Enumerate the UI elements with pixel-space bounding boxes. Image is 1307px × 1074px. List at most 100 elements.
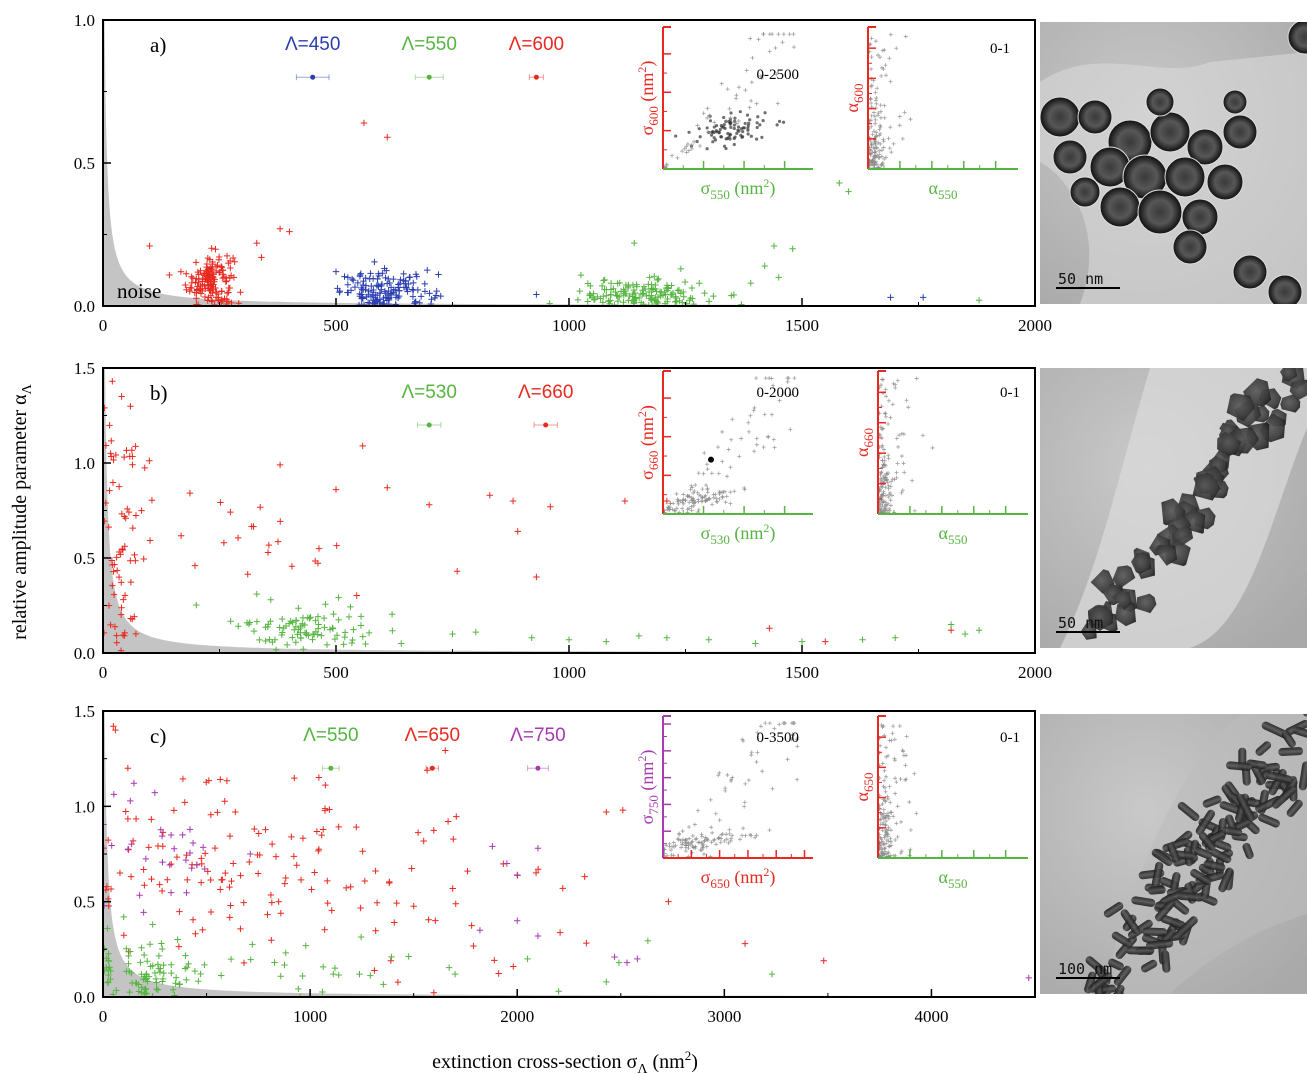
data-point xyxy=(151,789,159,796)
data-point xyxy=(607,291,614,299)
inset-point xyxy=(723,788,728,793)
inset-point xyxy=(770,786,775,791)
data-point xyxy=(112,726,119,734)
inset-point xyxy=(708,119,713,123)
data-point xyxy=(120,453,128,461)
inset-point xyxy=(705,836,710,841)
inset-point xyxy=(767,376,772,381)
data-point xyxy=(218,296,225,303)
data-point xyxy=(491,957,498,964)
inset-point xyxy=(704,462,709,467)
inset-x-label: σ530 (nm2) xyxy=(701,521,776,547)
nanorod xyxy=(1190,869,1212,885)
inset-point xyxy=(789,737,794,742)
inset-point xyxy=(767,828,772,833)
inset-point xyxy=(675,836,680,841)
data-point xyxy=(372,927,379,934)
data-point xyxy=(159,975,167,983)
data-point xyxy=(227,902,234,909)
y-axis-title: relative amplitude parameter αΛ xyxy=(9,383,35,639)
data-point xyxy=(315,847,322,855)
data-point xyxy=(103,955,110,962)
data-point xyxy=(120,932,128,939)
data-point xyxy=(146,941,154,948)
plot-frame xyxy=(102,367,1036,654)
nanorod xyxy=(1167,843,1181,864)
data-point xyxy=(556,929,564,936)
data-point xyxy=(110,456,117,464)
inset-point xyxy=(742,800,747,805)
inset-point xyxy=(750,55,755,60)
data-point xyxy=(214,262,221,269)
data-point xyxy=(123,447,130,454)
data-point xyxy=(237,289,244,296)
inset-point xyxy=(888,810,893,815)
inset-point xyxy=(881,723,886,728)
data-point xyxy=(123,945,130,952)
inset-point xyxy=(689,504,694,509)
inset-point xyxy=(724,119,728,124)
data-point xyxy=(216,268,224,276)
data-point xyxy=(453,568,461,575)
nanoparticle xyxy=(1181,198,1219,236)
plot-area xyxy=(103,20,1035,306)
data-point xyxy=(892,634,899,641)
data-point xyxy=(131,613,138,620)
data-point xyxy=(128,840,135,848)
data-point xyxy=(117,611,125,618)
data-point xyxy=(267,891,275,899)
inset-y-label: σ660 (nm2) xyxy=(635,405,661,480)
data-point xyxy=(119,546,127,554)
inset-point xyxy=(883,493,888,498)
data-point xyxy=(341,629,349,636)
data-point xyxy=(282,622,290,630)
inset-range-label: 0-2000 xyxy=(757,385,800,401)
x-tick-label: 0 xyxy=(99,663,108,682)
marker-dot xyxy=(533,74,539,80)
nanorod xyxy=(1177,801,1200,822)
data-point xyxy=(489,843,496,850)
inset-point xyxy=(880,828,885,833)
data-point xyxy=(120,596,127,603)
inset-point xyxy=(910,478,915,483)
inset-point xyxy=(691,496,696,501)
inset-point xyxy=(688,842,693,847)
inset-point xyxy=(903,34,908,39)
inset-point xyxy=(882,411,887,416)
nanoparticle xyxy=(1232,254,1268,290)
data-point xyxy=(423,767,431,774)
data-point xyxy=(255,830,262,837)
inset-point xyxy=(699,834,704,839)
data-point xyxy=(621,497,629,505)
data-point xyxy=(409,286,416,293)
data-point xyxy=(288,833,295,841)
inset-point xyxy=(785,376,790,381)
scale-bar-label: 50 nm xyxy=(1058,270,1103,288)
data-point xyxy=(173,853,181,861)
data-point xyxy=(217,499,224,506)
data-point xyxy=(384,134,391,141)
inset-point xyxy=(885,796,890,801)
data-point xyxy=(383,297,391,304)
inset-point xyxy=(709,825,714,830)
inset-point xyxy=(881,820,886,825)
data-point xyxy=(313,828,321,835)
data-point xyxy=(177,268,185,275)
data-point xyxy=(197,282,204,290)
inset-point xyxy=(715,130,719,134)
inset-point xyxy=(888,484,893,489)
inset-point xyxy=(897,114,902,119)
data-point xyxy=(299,835,307,842)
data-point xyxy=(207,292,215,299)
data-point xyxy=(140,951,148,959)
data-point xyxy=(425,916,432,923)
nanorod xyxy=(1198,863,1215,877)
inset-point xyxy=(678,838,683,843)
inset-point xyxy=(900,136,905,141)
inset-point xyxy=(912,771,917,776)
inset-point xyxy=(667,505,672,510)
inset-point xyxy=(887,56,892,61)
inset-point xyxy=(889,150,894,155)
data-point xyxy=(637,299,645,306)
data-point xyxy=(231,258,238,266)
